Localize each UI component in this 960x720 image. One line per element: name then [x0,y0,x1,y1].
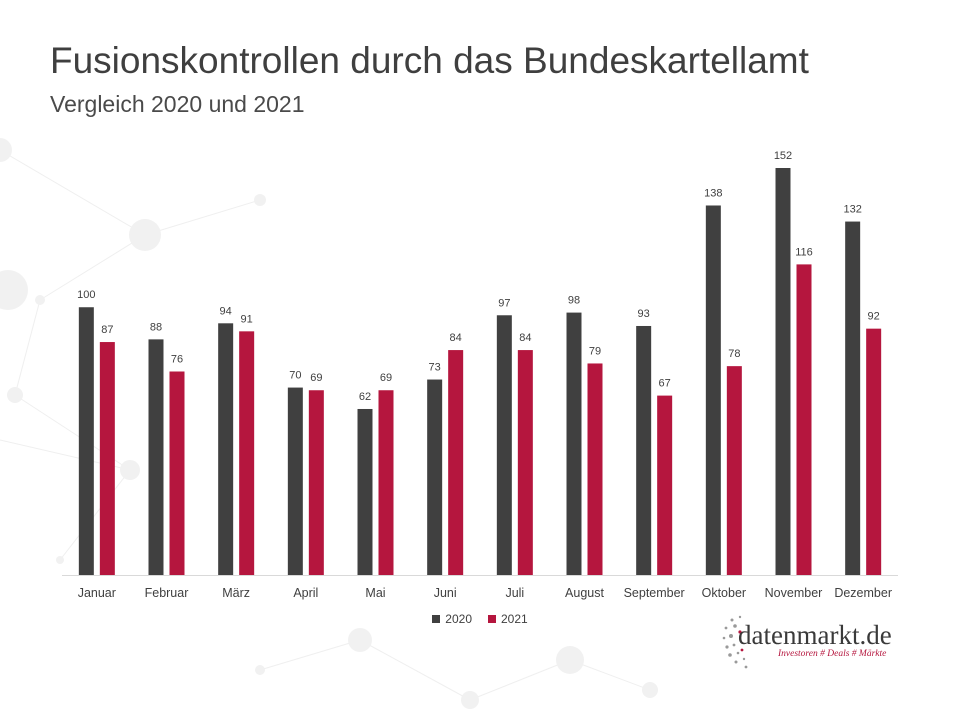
data-label-2021-dezember: 92 [868,311,880,323]
data-label-2020-dezember: 132 [843,204,861,216]
bar-2021-august [587,363,603,575]
data-label-2021-juli: 84 [519,332,531,344]
square-swatch-icon [488,615,496,623]
data-label-2021-märz: 91 [241,313,253,325]
bar-2021-dezember [866,328,882,575]
bar-2020-oktober [705,205,721,575]
legend-label-2020: 2020 [445,612,472,626]
dot-cluster-logo-icon [722,615,748,669]
bar-2020-mai [357,408,373,575]
brand-logo: datenmarkt.de Investoren # Deals # Märkt… [720,612,920,672]
x-tick-label: Dezember [834,586,892,600]
legend-item-2020: 2020 [432,612,472,626]
x-tick-label: Mai [365,586,385,600]
data-label-2020-februar: 88 [150,321,162,333]
chart-title: Fusionskontrollen durch das Bundeskartel… [50,40,809,81]
bar-2021-mai [378,390,394,575]
chart-legend: 2020 2021 [0,612,960,626]
data-label-2020-oktober: 138 [704,187,722,199]
data-label-2021-april: 69 [310,372,322,384]
bar-2020-märz [218,323,234,575]
x-tick-label: November [765,586,823,600]
bar-2021-märz [239,331,255,575]
x-tick-label: März [222,586,250,600]
brand-tagline: Investoren # Deals # Märkte [778,649,887,659]
bar-2020-juli [496,315,512,575]
x-tick-label: Februar [145,586,189,600]
bar-2021-juni [448,350,464,575]
bar-2021-september [657,395,673,575]
x-tick-label: Juni [434,586,457,600]
data-label-2020-september: 93 [638,308,650,320]
bar-2021-januar [99,342,115,575]
chart-subtitle: Vergleich 2020 und 2021 [50,91,305,117]
x-tick-label: Juli [505,586,524,600]
data-label-2021-oktober: 78 [728,348,740,360]
data-label-2020-november: 152 [774,150,792,162]
legend-item-2021: 2021 [488,612,528,626]
x-tick-label: Oktober [702,586,746,600]
brand-name: datenmarkt.de [738,620,892,650]
data-label-2020-märz: 94 [220,305,232,317]
bar-2020-november [775,168,791,575]
data-label-2021-mai: 69 [380,372,392,384]
bar-2021-juli [517,350,533,575]
data-label-2020-juni: 73 [429,362,441,374]
data-label-2021-september: 67 [659,378,671,390]
data-label-2020-mai: 62 [359,391,371,403]
x-tick-label: August [565,586,604,600]
data-label-2020-april: 70 [289,370,301,382]
x-tick-label: Januar [78,586,116,600]
data-label-2021-november: 116 [795,246,813,258]
bar-2021-oktober [726,366,742,575]
data-label-2021-januar: 87 [101,324,113,336]
bar-2021-april [308,390,324,575]
bar-2020-juni [427,379,443,575]
bar-2020-dezember [845,221,861,576]
bar-2021-februar [169,371,185,575]
data-label-2020-juli: 97 [498,297,510,309]
square-swatch-icon [432,615,441,623]
bar-2021-november [796,264,812,575]
data-label-2021-juni: 84 [450,332,462,344]
bar-2020-august [566,312,582,575]
legend-label-2021: 2021 [501,612,528,626]
x-tick-label: September [624,586,685,600]
data-label-2021-februar: 76 [171,354,183,366]
bar-2020-januar [78,307,94,575]
data-label-2021-august: 79 [589,345,601,357]
bar-2020-februar [148,339,164,575]
bar-2020-april [287,387,303,575]
bar-2020-september [636,325,652,575]
data-label-2020-januar: 100 [77,289,95,301]
data-label-2020-august: 98 [568,295,580,307]
x-tick-label: April [293,586,318,600]
